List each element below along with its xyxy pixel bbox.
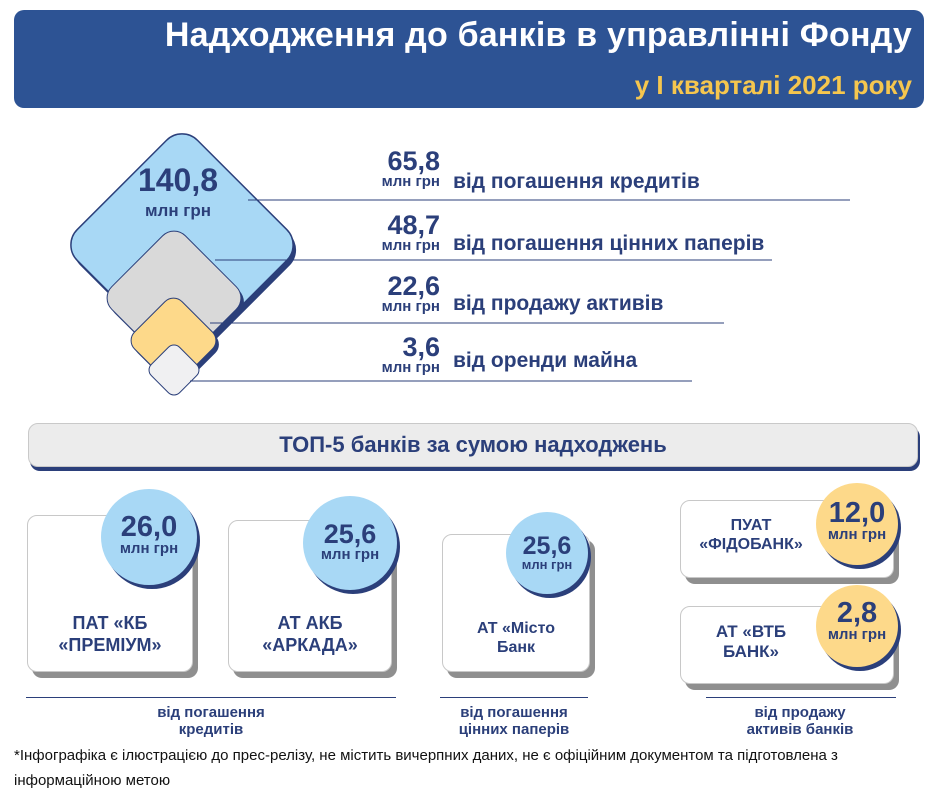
bank-value-circle: 2,8 млн грн xyxy=(816,585,898,667)
bank-value-circle: 12,0 млн грн xyxy=(816,483,898,565)
category-label: від погашення цінних паперів xyxy=(453,232,765,255)
category-label: від оренди майна xyxy=(453,349,638,372)
bank-unit: млн грн xyxy=(119,540,179,557)
category-value: 3,6 xyxy=(402,332,440,362)
bank-name-line1: ПАТ «КБ xyxy=(72,613,148,633)
bank-name-line2: Банк xyxy=(496,639,536,656)
disclaimer-note: *Інфографіка є ілюстрацією до прес-реліз… xyxy=(14,747,838,789)
bank-unit: млн грн xyxy=(827,526,887,543)
bank-value: 25,6 xyxy=(323,519,377,549)
bank-unit: млн грн xyxy=(827,626,887,643)
footer-group-line1: від погашення xyxy=(157,704,265,721)
category-unit: млн грн xyxy=(381,173,440,190)
category-value: 48,7 xyxy=(387,210,440,240)
footer-group-label: від погашення кредитів xyxy=(26,704,396,738)
bank-value: 2,8 xyxy=(836,597,878,629)
category-value: 22,6 xyxy=(387,271,440,301)
footer-divider xyxy=(440,697,588,698)
footer-group-line2: кредитів xyxy=(178,721,244,738)
top5-heading: ТОП-5 банків за сумою надходжень xyxy=(279,432,667,457)
category-unit: млн грн xyxy=(381,359,440,376)
category-value-block: 65,8 млн грн xyxy=(320,148,440,190)
page-subtitle: у I кварталі 2021 року xyxy=(634,70,912,100)
category-unit: млн грн xyxy=(381,298,440,315)
bank-value-circle: 26,0 млн грн xyxy=(101,489,197,585)
header-banner: Надходження до банків в управлінні Фонду… xyxy=(14,10,924,108)
footer-divider xyxy=(706,697,896,698)
bank-name-line1: ПУАТ xyxy=(730,517,772,534)
footer-group-line1: від погашення xyxy=(460,704,568,721)
diamond-small xyxy=(148,344,200,396)
footer-group-line2: активів банків xyxy=(746,721,854,738)
bank-name-line1: АТ «Місто xyxy=(477,620,555,637)
bank-value-circle: 25,6 млн грн xyxy=(506,512,588,594)
bank-name-line1: АТ АКБ xyxy=(277,613,343,633)
bank-value: 25,6 xyxy=(522,532,572,560)
bank-name-line1: АТ «ВТБ xyxy=(715,622,787,641)
bank-value-circle: 25,6 млн грн xyxy=(303,496,397,590)
footer-divider xyxy=(26,697,396,698)
footer-group-line1: від продажу xyxy=(754,704,846,721)
category-label: від погашення кредитів xyxy=(453,170,700,193)
bank-value: 26,0 xyxy=(120,511,178,543)
bank-name-line2: «ФІДОБАНК» xyxy=(699,536,803,553)
category-label: від продажу активів xyxy=(453,292,664,315)
bank-name-line2: БАНК» xyxy=(723,642,779,661)
nested-diamond-graphic xyxy=(70,133,850,396)
bank-value: 12,0 xyxy=(828,497,886,529)
category-unit: млн грн xyxy=(381,237,440,254)
bank-unit: млн грн xyxy=(320,546,380,563)
total-unit: млн грн xyxy=(144,201,212,220)
footer-group-line2: цінних паперів xyxy=(458,721,570,738)
bank-name-line2: «ПРЕМІУМ» xyxy=(58,635,162,655)
category-value-block: 22,6 млн грн xyxy=(320,273,440,315)
footer-group-label: від продажу активів банків xyxy=(700,704,900,738)
bank-unit: млн грн xyxy=(521,557,573,572)
top5-heading-bar: ТОП-5 банків за сумою надходжень xyxy=(28,423,918,467)
category-value: 65,8 xyxy=(387,146,440,176)
category-value-block: 48,7 млн грн xyxy=(320,212,440,254)
diamond-yellow xyxy=(130,297,217,384)
bank-name-line2: «АРКАДА» xyxy=(262,635,358,655)
page-title: Надходження до банків в управлінні Фонду xyxy=(164,16,912,54)
total-value: 140,8 xyxy=(137,162,219,198)
footer-group-label: від погашення цінних паперів xyxy=(420,704,608,738)
category-value-block: 3,6 млн грн xyxy=(320,334,440,376)
